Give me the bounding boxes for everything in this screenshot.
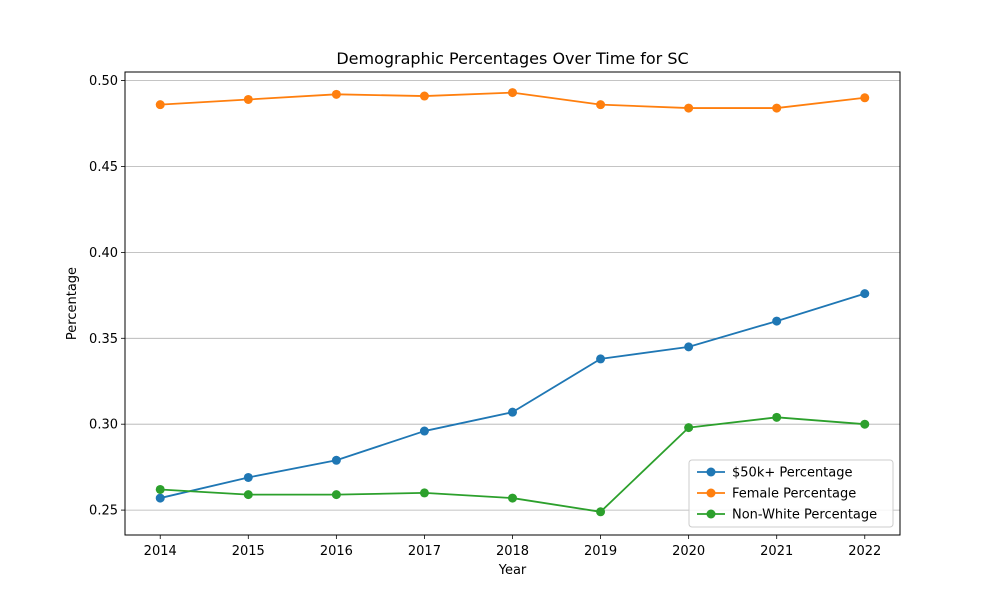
x-tick-label: 2021 bbox=[760, 544, 793, 559]
data-point bbox=[508, 493, 517, 503]
series-lines bbox=[155, 88, 870, 517]
data-point bbox=[508, 88, 517, 98]
x-tick-label: 2015 bbox=[232, 544, 265, 559]
data-point bbox=[243, 94, 253, 104]
x-tick-label: 2018 bbox=[496, 544, 529, 559]
series-1 bbox=[155, 289, 870, 503]
x-axis-label: Year bbox=[498, 563, 527, 578]
data-point bbox=[419, 426, 429, 436]
data-point bbox=[331, 89, 341, 99]
y-tick-label: 0.50 bbox=[89, 74, 118, 89]
data-point bbox=[331, 490, 341, 500]
legend-swatch-marker bbox=[706, 488, 716, 498]
y-tick-label: 0.30 bbox=[89, 418, 118, 433]
series-3 bbox=[155, 412, 870, 517]
legend-label: $50k+ Percentage bbox=[732, 466, 853, 481]
legend-item: Non-White Percentage bbox=[697, 508, 877, 523]
x-tick-label: 2020 bbox=[672, 544, 705, 559]
x-tick-label: 2017 bbox=[408, 544, 441, 559]
data-point bbox=[419, 91, 429, 101]
chart-title: Demographic Percentages Over Time for SC bbox=[336, 49, 688, 68]
legend: $50k+ Percentage Female Percentage Non-Whi… bbox=[688, 459, 894, 528]
y-tick-label: 0.25 bbox=[89, 504, 118, 519]
y-tick-label: 0.35 bbox=[89, 332, 118, 347]
y-axis: 0.25 0.30 0.35 0.40 0.45 0.50 bbox=[89, 74, 125, 519]
legend-label: Non-White Percentage bbox=[732, 508, 877, 523]
legend-swatch-marker bbox=[706, 467, 716, 477]
series-2 bbox=[155, 88, 870, 113]
legend-box bbox=[688, 459, 894, 528]
x-tick-label: 2016 bbox=[320, 544, 353, 559]
data-point bbox=[684, 342, 694, 352]
legend-item: $50k+ Percentage bbox=[697, 466, 853, 481]
data-point bbox=[419, 488, 429, 498]
data-point bbox=[860, 419, 870, 429]
data-point bbox=[243, 472, 253, 482]
x-tick-label: 2014 bbox=[144, 544, 177, 559]
legend-swatch-marker bbox=[706, 509, 716, 519]
y-tick-label: 0.40 bbox=[89, 246, 118, 261]
data-point bbox=[596, 354, 606, 364]
data-point bbox=[155, 493, 165, 503]
data-point bbox=[155, 484, 165, 494]
data-point bbox=[860, 289, 870, 299]
data-point bbox=[331, 455, 341, 465]
y-tick-label: 0.45 bbox=[89, 160, 118, 175]
x-tick-label: 2022 bbox=[848, 544, 881, 559]
data-point bbox=[684, 103, 694, 113]
legend-label: Female Percentage bbox=[732, 487, 856, 502]
data-point bbox=[860, 93, 870, 103]
data-point bbox=[596, 100, 606, 110]
legend-item: Female Percentage bbox=[697, 487, 856, 502]
x-axis: 2014 2015 2016 2017 2018 2019 2020 2021 2022 bbox=[144, 535, 881, 559]
x-tick-label: 2019 bbox=[584, 544, 617, 559]
data-point bbox=[684, 423, 694, 433]
data-point bbox=[772, 316, 782, 326]
data-point bbox=[772, 103, 782, 113]
data-point bbox=[508, 407, 517, 417]
data-point bbox=[243, 490, 253, 500]
gridlines bbox=[125, 80, 900, 511]
data-point bbox=[596, 507, 606, 517]
data-point bbox=[155, 100, 165, 110]
data-point bbox=[772, 412, 782, 422]
y-axis-label: Percentage bbox=[65, 267, 80, 340]
